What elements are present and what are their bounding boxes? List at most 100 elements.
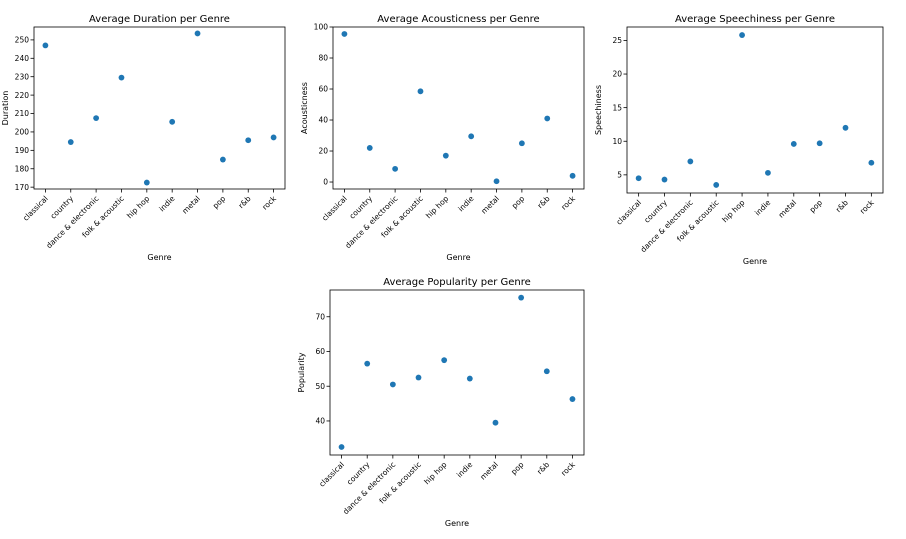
data-point-pop <box>518 140 525 147</box>
x-tick-label: r&b <box>237 194 253 210</box>
data-point-classical <box>341 31 348 37</box>
data-point-r-b <box>245 137 252 144</box>
x-tick-label: rock <box>559 194 577 212</box>
y-tick-label: 170 <box>15 183 30 192</box>
data-point-metal <box>790 141 797 147</box>
y-tick-label: 50 <box>315 382 325 391</box>
x-tick-label: hip hop <box>720 198 746 224</box>
x-tick-label: rock <box>858 198 876 216</box>
y-tick-label: 190 <box>15 146 30 155</box>
data-point-rock <box>270 134 277 141</box>
data-point-classical <box>42 42 49 49</box>
x-tick-label: pop <box>509 460 526 477</box>
data-point-folk-acoustic <box>713 182 720 188</box>
data-point-dance-electronic <box>93 115 100 122</box>
y-tick-label: 70 <box>315 312 325 321</box>
data-point-indie <box>466 375 473 382</box>
x-tick-label: indie <box>455 460 475 480</box>
data-point-rock <box>569 396 576 402</box>
y-tick-label: 40 <box>318 116 328 125</box>
data-point-pop <box>518 294 525 301</box>
y-tick-label: 5 <box>617 171 622 180</box>
x-tick-label: r&b <box>834 198 850 214</box>
y-tick-label: 240 <box>15 54 30 63</box>
y-tick-label: 230 <box>15 72 30 81</box>
y-tick-label: 180 <box>15 164 30 173</box>
x-tick-label: pop <box>510 194 527 211</box>
x-tick-label: classical <box>317 460 346 489</box>
plot-frame <box>33 26 286 190</box>
x-tick-label: classical <box>614 198 643 227</box>
data-point-r-b <box>543 368 550 375</box>
data-point-country <box>67 139 74 145</box>
x-tick-label: pop <box>211 194 228 211</box>
data-point-folk-acoustic <box>417 88 424 95</box>
data-point-hip-hop <box>143 179 150 186</box>
chart-title: Average Acousticness per Genre <box>377 14 539 25</box>
y-tick-label: 220 <box>15 91 30 100</box>
data-point-r-b <box>842 124 849 131</box>
y-tick-label: 20 <box>318 147 328 156</box>
data-point-indie <box>765 169 771 176</box>
y-tick-label: 250 <box>15 36 30 45</box>
data-point-country <box>661 176 668 183</box>
chart-4: Average Popularity per Genre Popularity Ge… <box>297 277 585 528</box>
x-tick-label: r&b <box>536 194 552 210</box>
x-tick-label: metal <box>478 460 500 482</box>
data-point-classical <box>635 175 642 182</box>
y-tick-label: 40 <box>315 417 325 426</box>
y-tick-label: 10 <box>612 137 622 146</box>
data-point-country <box>364 360 371 367</box>
data-point-dance-electronic <box>687 158 694 165</box>
data-point-indie <box>468 133 475 140</box>
y-tick-label: 25 <box>612 36 622 45</box>
data-point-classical <box>338 444 345 450</box>
x-axis-label: Genre <box>147 253 171 262</box>
chart-title: Average Speechiness per Genre <box>675 14 835 25</box>
x-axis-label: Genre <box>446 253 470 262</box>
plot-frame <box>332 26 585 190</box>
data-point-folk-acoustic <box>118 74 125 81</box>
y-tick-label: 15 <box>612 103 622 112</box>
x-tick-label: indie <box>157 194 177 214</box>
data-point-pop <box>816 140 823 147</box>
y-tick-label: 60 <box>318 85 328 94</box>
x-tick-label: indie <box>456 194 476 214</box>
y-axis-label: Duration <box>1 91 10 126</box>
x-tick-label: rock <box>559 460 577 478</box>
y-tick-label: 210 <box>15 109 30 118</box>
data-point-folk-acoustic <box>415 374 422 381</box>
x-tick-label: metal <box>777 198 799 220</box>
plot-frame <box>329 289 585 456</box>
data-point-metal <box>194 30 201 37</box>
y-tick-label: 80 <box>318 54 328 63</box>
data-point-indie <box>169 118 176 125</box>
y-tick-label: 0 <box>323 178 328 187</box>
data-point-metal <box>492 419 499 426</box>
data-point-hip-hop <box>441 357 448 364</box>
chart-3: Average Speechiness per Genre Speechiness… <box>594 14 884 266</box>
y-tick-label: 100 <box>314 23 329 32</box>
chart-title: Average Duration per Genre <box>89 14 230 25</box>
data-point-pop <box>219 156 226 163</box>
x-tick-label: metal <box>180 194 202 216</box>
x-tick-label: hip hop <box>422 460 448 486</box>
data-point-rock <box>868 159 875 166</box>
data-point-metal <box>493 178 500 185</box>
x-axis-label: Genre <box>743 257 767 266</box>
data-point-rock <box>569 172 576 179</box>
y-tick-label: 200 <box>15 128 30 137</box>
y-axis-label: Speechiness <box>594 85 603 135</box>
x-tick-label: classical <box>320 194 349 223</box>
data-point-hip-hop <box>739 32 745 38</box>
chart-2: Average Acousticness per Genre Acousticne… <box>300 14 585 262</box>
data-point-dance-electronic <box>389 381 396 388</box>
x-tick-label: rock <box>260 194 278 212</box>
data-point-dance-electronic <box>392 165 399 172</box>
x-tick-label: r&b <box>535 460 551 476</box>
y-tick-label: 20 <box>612 70 622 79</box>
y-tick-label: 60 <box>315 347 325 356</box>
y-axis-label: Acousticness <box>300 82 309 134</box>
data-point-hip-hop <box>442 152 449 159</box>
